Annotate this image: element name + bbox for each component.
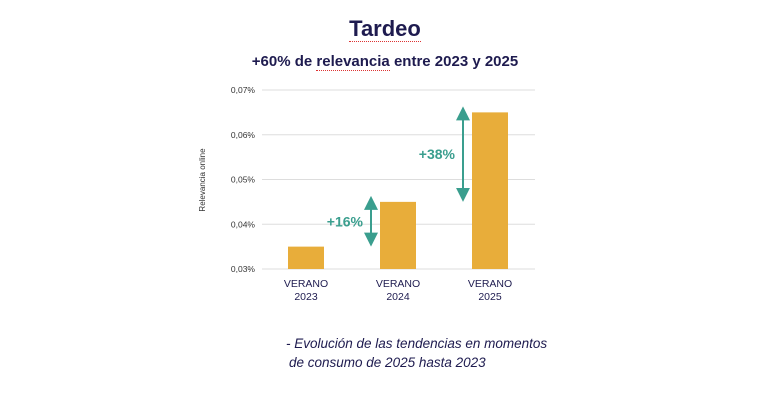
bar: [380, 201, 416, 269]
x-tick-label: 2024: [386, 291, 410, 303]
change-label: +16%: [327, 213, 364, 229]
y-tick-label: 0,05%: [231, 175, 256, 185]
caption-line-2: de consumo de 2025 hasta 2023: [289, 355, 486, 370]
x-tick-label: VERANO: [284, 278, 328, 290]
change-label: +38%: [419, 146, 456, 162]
y-tick-label: 0,04%: [231, 219, 256, 229]
caption: - Evolución de las tendencias en momento…: [286, 334, 547, 372]
chart-title: Tardeo: [349, 16, 421, 42]
y-tick-label: 0,06%: [231, 130, 256, 140]
x-tick-label: 2025: [478, 291, 502, 303]
y-tick-label: 0,03%: [231, 264, 256, 274]
bar: [472, 112, 508, 269]
x-tick-label: VERANO: [376, 278, 420, 290]
chart-subtitle: +60% de relevancia entre 2023 y 2025: [251, 53, 519, 71]
x-tick-label: VERANO: [468, 278, 512, 290]
y-axis-title: Relevancia online: [198, 148, 207, 212]
x-tick-label: 2023: [294, 291, 318, 303]
caption-line-1: - Evolución de las tendencias en momento…: [286, 336, 548, 351]
y-tick-label: 0,07%: [231, 85, 256, 95]
bar: [288, 246, 324, 269]
